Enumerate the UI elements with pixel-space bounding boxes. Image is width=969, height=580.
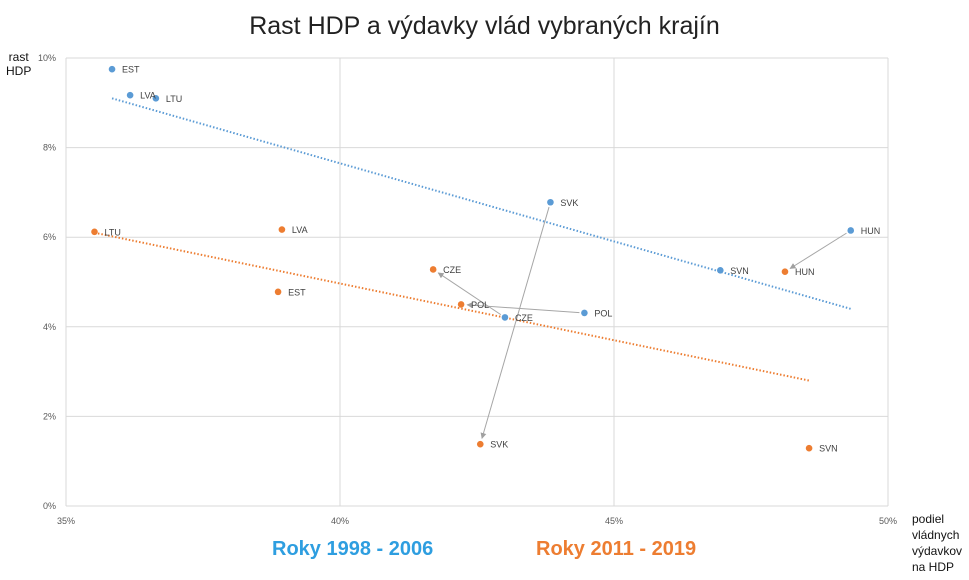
y-axis-label-line: HDP bbox=[6, 64, 32, 78]
change-arrow bbox=[789, 232, 847, 269]
tick-labels: 0% 2% 4% 6% 8% 10% 35% 40% 45% 50% bbox=[38, 53, 897, 526]
data-point-label: HUN bbox=[861, 226, 881, 236]
points bbox=[91, 65, 855, 452]
x-tick-label: 50% bbox=[879, 516, 897, 526]
x-axis-label: podiel vládnych výdavkov na HDP bbox=[912, 511, 962, 575]
data-point bbox=[717, 267, 724, 274]
x-axis-label-line: výdavkov bbox=[912, 544, 963, 558]
x-tick-label: 35% bbox=[57, 516, 75, 526]
y-tick-label: 0% bbox=[43, 501, 56, 511]
y-axis-label-line: rast bbox=[8, 50, 29, 64]
data-point-label: LVA bbox=[140, 91, 156, 101]
chart-title: Rast HDP a výdavky vlád vybraných krajín bbox=[249, 12, 720, 40]
y-tick-label: 2% bbox=[43, 411, 56, 421]
data-point-label: POL bbox=[471, 300, 489, 310]
grid bbox=[65, 57, 889, 507]
trendline bbox=[94, 231, 810, 382]
data-point-label: EST bbox=[288, 287, 306, 297]
x-axis-label-line: vládnych bbox=[912, 528, 960, 542]
arrows bbox=[437, 206, 847, 439]
data-point-label: SVN bbox=[730, 266, 749, 276]
data-point bbox=[126, 91, 134, 99]
trendline bbox=[111, 97, 852, 310]
y-tick-label: 8% bbox=[43, 143, 56, 153]
data-point bbox=[501, 314, 509, 321]
y-tick-label: 6% bbox=[43, 232, 56, 242]
y-tick-label: 4% bbox=[43, 322, 56, 332]
data-point bbox=[91, 228, 98, 236]
change-arrow bbox=[466, 302, 580, 314]
data-point-label: SVK bbox=[490, 440, 508, 450]
data-point-label: LVA bbox=[292, 225, 308, 235]
change-arrow bbox=[437, 272, 502, 316]
data-point-label: SVK bbox=[560, 198, 578, 208]
data-point bbox=[278, 226, 286, 233]
data-point bbox=[429, 266, 437, 273]
data-point-label: LTU bbox=[104, 227, 120, 237]
legend-series-1998-2006: Roky 1998 - 2006 bbox=[272, 538, 434, 560]
data-point bbox=[547, 198, 554, 206]
x-tick-label: 45% bbox=[605, 516, 623, 526]
data-point bbox=[581, 309, 588, 317]
data-point bbox=[457, 301, 465, 308]
data-point bbox=[274, 288, 282, 296]
data-point bbox=[847, 227, 855, 234]
data-point-label: LTU bbox=[166, 94, 182, 104]
x-tick-label: 40% bbox=[331, 516, 349, 526]
data-point-label: POL bbox=[594, 308, 612, 318]
data-point-label: SVN bbox=[819, 444, 838, 454]
data-point bbox=[476, 440, 484, 448]
data-point bbox=[781, 268, 789, 275]
data-point-label: CZE bbox=[515, 313, 533, 323]
change-arrow bbox=[480, 206, 550, 439]
legend-series-2011-2019: Roky 2011 - 2019 bbox=[536, 538, 697, 560]
data-point-label: EST bbox=[122, 65, 140, 75]
x-axis-label-line: na HDP bbox=[912, 560, 955, 574]
data-point bbox=[108, 65, 116, 73]
y-tick-label: 10% bbox=[38, 53, 56, 63]
data-point bbox=[152, 95, 160, 102]
y-axis-label: rast HDP bbox=[6, 50, 31, 78]
data-point bbox=[805, 444, 813, 452]
point-labels: EST LVA LTU SVK HUN SVN POL CZE LTU LVA EST CZE POL S… bbox=[104, 65, 880, 454]
data-point-label: HUN bbox=[795, 267, 815, 277]
data-point-label: CZE bbox=[443, 265, 461, 275]
x-axis-label-line: podiel bbox=[912, 512, 945, 526]
trendlines bbox=[94, 97, 852, 382]
